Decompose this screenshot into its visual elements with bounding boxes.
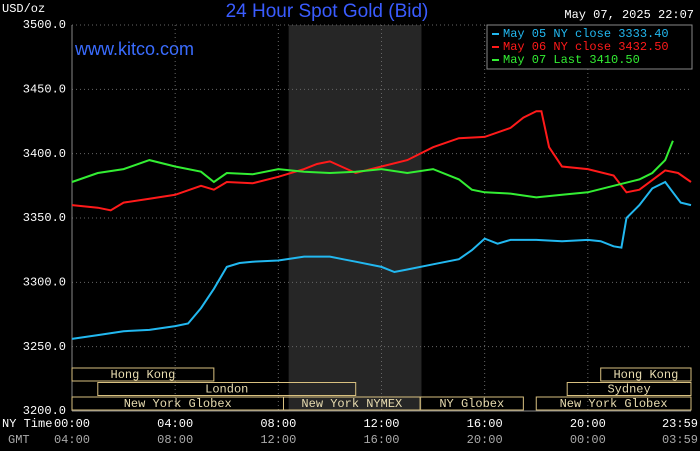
x2-tick-label: 03:59 — [662, 433, 698, 447]
market-label: London — [205, 383, 248, 397]
x-tick-label: 08:00 — [260, 417, 296, 431]
x2-tick-label: 00:00 — [570, 433, 606, 447]
x-tick-label: 23:59 — [662, 417, 698, 431]
x-tick-label: 04:00 — [157, 417, 193, 431]
market-label: Hong Kong — [613, 368, 678, 382]
x-tick-label: 12:00 — [363, 417, 399, 431]
y-tick-label: 3200.0 — [23, 404, 66, 418]
series-line — [71, 140, 674, 199]
timestamp: May 07, 2025 22:07 — [564, 8, 694, 22]
x2-label: GMT — [8, 433, 30, 447]
y-tick-label: 3400.0 — [23, 147, 66, 161]
y-tick-label: 3350.0 — [23, 211, 66, 225]
x2-tick-label: 16:00 — [363, 433, 399, 447]
chart-title: 24 Hour Spot Gold (Bid) — [226, 1, 429, 22]
x-tick-label: 00:00 — [54, 417, 90, 431]
y-tick-label: 3450.0 — [23, 83, 66, 97]
x-tick-label: 16:00 — [467, 417, 503, 431]
x-tick-label: 20:00 — [570, 417, 606, 431]
x2-tick-label: 12:00 — [260, 433, 296, 447]
y-tick-label: 3300.0 — [23, 276, 66, 290]
x-label: NY Time — [2, 417, 52, 431]
market-label: New York NYMEX — [301, 397, 402, 411]
series-line — [71, 180, 692, 340]
legend-box — [486, 24, 693, 70]
market-session — [97, 382, 357, 396]
shaded-session — [288, 25, 422, 411]
legend-entry: May 07 Last 3410.50 — [503, 53, 640, 67]
market-session — [71, 367, 215, 382]
y-tick-label: 3250.0 — [23, 340, 66, 354]
x2-tick-label: 04:00 — [54, 433, 90, 447]
x2-tick-label: 08:00 — [157, 433, 193, 447]
market-session — [600, 367, 692, 382]
x2-tick-label: 20:00 — [467, 433, 503, 447]
market-label: NY Globex — [439, 397, 504, 411]
series-line — [71, 110, 692, 212]
market-label: Hong Kong — [111, 368, 176, 382]
y-tick-label: 3500.0 — [23, 18, 66, 32]
market-session — [535, 396, 692, 411]
y-unit: USD/oz — [2, 2, 45, 16]
market-session — [419, 396, 524, 411]
legend-entry: May 05 NY close 3333.40 — [503, 27, 669, 41]
market-label: New York Globex — [124, 397, 232, 411]
legend-entry: May 06 NY close 3432.50 — [503, 40, 669, 54]
market-session — [566, 382, 692, 396]
site-name: www.kitco.com — [74, 39, 194, 59]
market-label: New York Globex — [560, 397, 668, 411]
market-label: Sydney — [607, 383, 650, 397]
